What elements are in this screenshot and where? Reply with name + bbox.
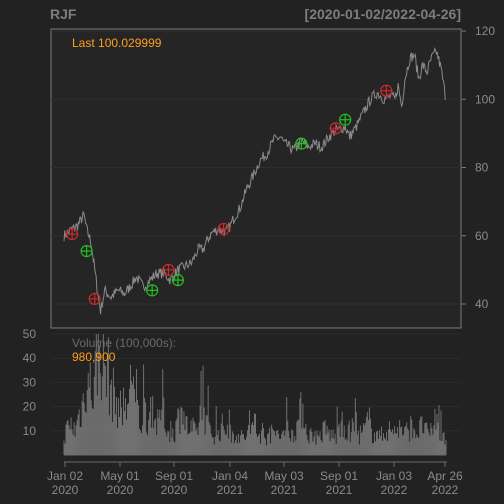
buy-signal-marker bbox=[146, 284, 159, 297]
signal-markers bbox=[66, 84, 393, 305]
price-series-line bbox=[63, 47, 447, 315]
x-tick-label: Apr 26 bbox=[427, 469, 463, 483]
volume-tick-label: 50 bbox=[23, 327, 37, 341]
x-tick-year: 2020 bbox=[52, 483, 79, 497]
sell-signal-marker bbox=[217, 222, 230, 236]
sell-signal-marker bbox=[66, 227, 79, 241]
volume-bars bbox=[63, 334, 447, 456]
volume-label: Volume (100,000s): bbox=[72, 336, 176, 350]
x-tick-year: 2022 bbox=[432, 483, 459, 497]
sell-signal-marker bbox=[329, 122, 342, 135]
x-tick-label: Sep 01 bbox=[155, 469, 193, 483]
sell-signal-marker bbox=[162, 263, 175, 276]
volume-tick-label: 10 bbox=[23, 424, 37, 438]
volume-tick-label: 40 bbox=[23, 351, 37, 365]
x-tick-year: 2022 bbox=[381, 483, 408, 497]
x-tick-year: 2020 bbox=[107, 483, 134, 497]
buy-signal-marker bbox=[339, 113, 352, 126]
x-tick-year: 2021 bbox=[271, 483, 298, 497]
price-panel: 40 60 80 100 120 Last 100.029999 bbox=[50, 24, 495, 329]
buy-signal-marker bbox=[80, 245, 93, 258]
chart-symbol: RJF bbox=[50, 6, 77, 22]
volume-value: 980,900 bbox=[72, 350, 116, 364]
volume-y-axis: 10 20 30 40 50 bbox=[23, 327, 37, 438]
x-tick-label: May 01 bbox=[100, 469, 140, 483]
buy-signal-marker bbox=[171, 274, 185, 287]
price-tick-label: 40 bbox=[475, 297, 489, 311]
x-tick-year: 2021 bbox=[326, 483, 353, 497]
price-y-axis: 40 60 80 100 120 bbox=[461, 24, 495, 311]
volume-panel: 10 20 30 40 50 Volume (100,000s): 980,900 bbox=[23, 327, 461, 456]
price-tick-label: 100 bbox=[475, 92, 495, 106]
price-tick-label: 120 bbox=[475, 24, 495, 38]
price-tick-label: 60 bbox=[475, 229, 489, 243]
x-tick-year: 2021 bbox=[217, 483, 244, 497]
volume-tick-label: 30 bbox=[23, 375, 37, 389]
x-tick-year: 2020 bbox=[161, 483, 188, 497]
x-tick-label: Jan 04 bbox=[212, 469, 248, 483]
x-tick-label: Jan 02 bbox=[47, 469, 83, 483]
buy-signal-marker bbox=[295, 137, 308, 150]
price-panel-frame bbox=[50, 28, 462, 329]
sell-signal-marker bbox=[380, 84, 393, 97]
price-grid bbox=[51, 30, 461, 305]
volume-tick-label: 20 bbox=[23, 400, 37, 414]
price-tick-label: 80 bbox=[475, 161, 489, 175]
x-tick-label: May 03 bbox=[264, 469, 304, 483]
date-range: [2020-01-02/2022-04-26] bbox=[305, 6, 461, 22]
x-tick-label: Sep 01 bbox=[320, 469, 358, 483]
x-tick-label: Jan 03 bbox=[376, 469, 412, 483]
sell-signal-marker bbox=[88, 292, 101, 305]
last-price-label: Last 100.029999 bbox=[72, 36, 162, 50]
